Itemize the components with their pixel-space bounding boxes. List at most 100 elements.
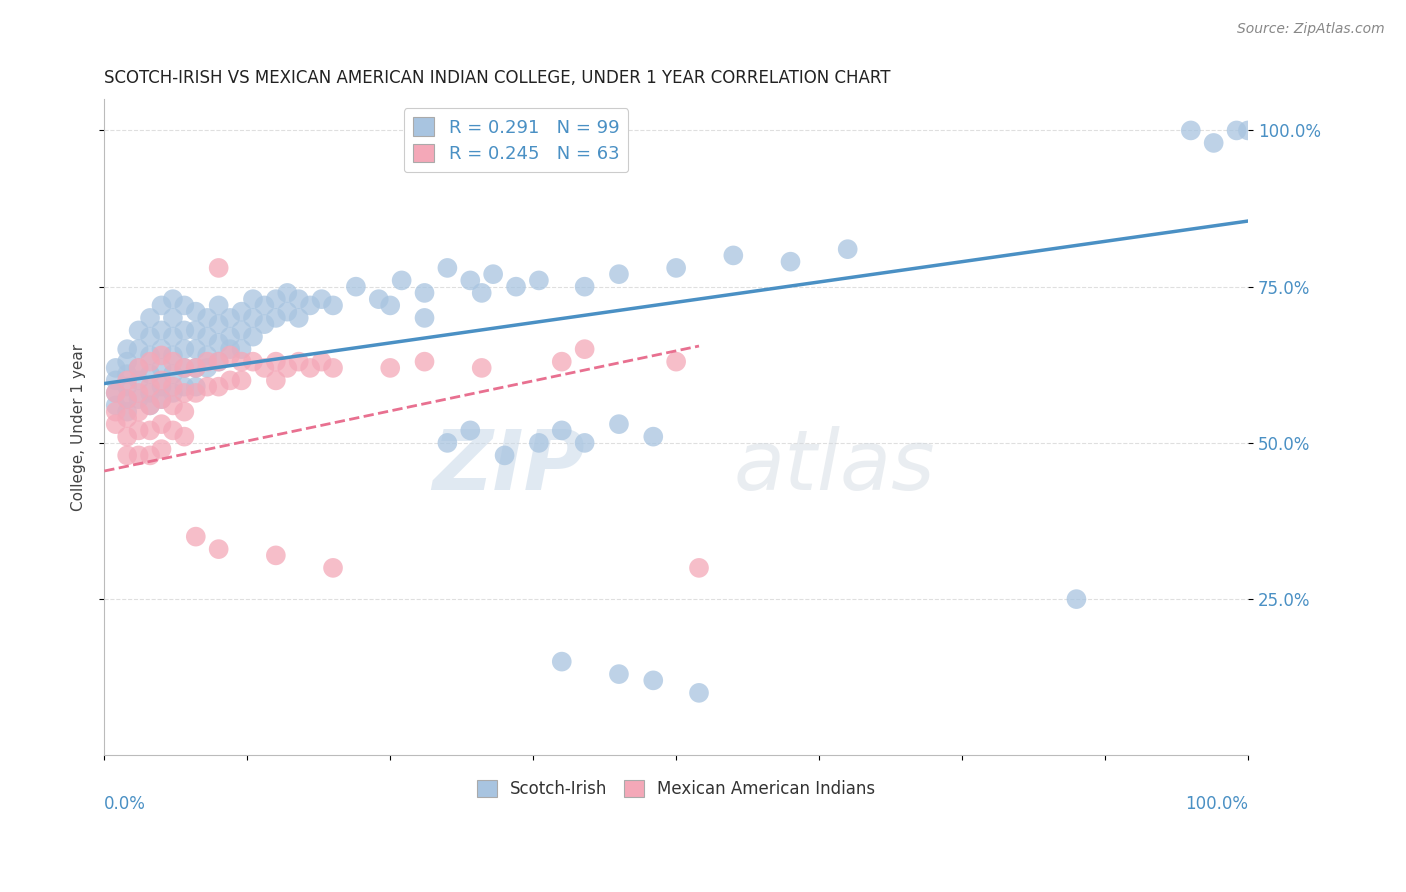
Point: [276, 304, 298, 318]
Text: 100.0%: 100.0%: [1185, 795, 1249, 813]
Point: [162, 398, 184, 412]
Point: [242, 354, 264, 368]
Point: [139, 367, 162, 381]
Point: [436, 260, 458, 275]
Point: [208, 379, 231, 393]
Point: [242, 310, 264, 325]
Point: [322, 360, 344, 375]
Point: [208, 354, 231, 368]
Point: [104, 385, 127, 400]
Point: [128, 404, 150, 418]
Point: [162, 379, 184, 393]
Point: [195, 310, 218, 325]
Point: [173, 379, 195, 393]
Point: [162, 385, 184, 400]
Point: [115, 449, 138, 463]
Point: [551, 655, 574, 669]
Point: [184, 360, 207, 375]
Point: [208, 354, 231, 368]
Point: [344, 279, 367, 293]
Point: [494, 449, 516, 463]
Point: [311, 354, 333, 368]
Point: [139, 379, 162, 393]
Point: [173, 404, 195, 418]
Point: [150, 323, 173, 337]
Point: [264, 292, 287, 306]
Point: [128, 449, 150, 463]
Point: [128, 424, 150, 438]
Point: [162, 424, 184, 438]
Text: ZIP: ZIP: [432, 426, 585, 508]
Point: [195, 348, 218, 362]
Point: [173, 385, 195, 400]
Point: [219, 329, 242, 343]
Point: [208, 298, 231, 312]
Text: 0.0%: 0.0%: [104, 795, 146, 813]
Point: [665, 354, 688, 368]
Point: [208, 542, 231, 557]
Point: [195, 360, 218, 375]
Point: [195, 379, 218, 393]
Point: [643, 430, 665, 444]
Point: [150, 342, 173, 356]
Point: [436, 436, 458, 450]
Point: [607, 667, 630, 681]
Text: SCOTCH-IRISH VS MEXICAN AMERICAN INDIAN COLLEGE, UNDER 1 YEAR CORRELATION CHART: SCOTCH-IRISH VS MEXICAN AMERICAN INDIAN …: [104, 69, 891, 87]
Point: [115, 342, 138, 356]
Point: [837, 242, 859, 256]
Point: [128, 392, 150, 406]
Point: [184, 379, 207, 393]
Point: [173, 342, 195, 356]
Point: [505, 279, 527, 293]
Point: [1180, 123, 1202, 137]
Legend: Scotch-Irish, Mexican American Indians: Scotch-Irish, Mexican American Indians: [468, 772, 884, 806]
Point: [115, 404, 138, 418]
Point: [115, 430, 138, 444]
Point: [471, 285, 494, 300]
Point: [150, 360, 173, 375]
Y-axis label: College, Under 1 year: College, Under 1 year: [72, 343, 86, 511]
Point: [139, 385, 162, 400]
Point: [173, 360, 195, 375]
Point: [253, 360, 276, 375]
Point: [723, 248, 745, 262]
Point: [242, 292, 264, 306]
Point: [551, 424, 574, 438]
Point: [276, 360, 298, 375]
Point: [115, 392, 138, 406]
Point: [482, 267, 505, 281]
Point: [688, 686, 710, 700]
Point: [173, 430, 195, 444]
Point: [150, 298, 173, 312]
Point: [413, 354, 436, 368]
Point: [139, 310, 162, 325]
Point: [115, 367, 138, 381]
Point: [1237, 123, 1260, 137]
Point: [219, 348, 242, 362]
Point: [184, 360, 207, 375]
Point: [574, 279, 596, 293]
Point: [115, 392, 138, 406]
Point: [162, 348, 184, 362]
Point: [128, 342, 150, 356]
Point: [104, 373, 127, 387]
Point: [242, 329, 264, 343]
Point: [162, 292, 184, 306]
Point: [184, 385, 207, 400]
Point: [128, 360, 150, 375]
Point: [264, 354, 287, 368]
Point: [219, 342, 242, 356]
Point: [208, 260, 231, 275]
Point: [231, 354, 253, 368]
Point: [607, 417, 630, 431]
Point: [391, 273, 413, 287]
Point: [139, 348, 162, 362]
Point: [150, 442, 173, 457]
Point: [253, 298, 276, 312]
Point: [150, 392, 173, 406]
Point: [779, 254, 801, 268]
Point: [104, 404, 127, 418]
Point: [643, 673, 665, 688]
Point: [287, 310, 309, 325]
Point: [150, 417, 173, 431]
